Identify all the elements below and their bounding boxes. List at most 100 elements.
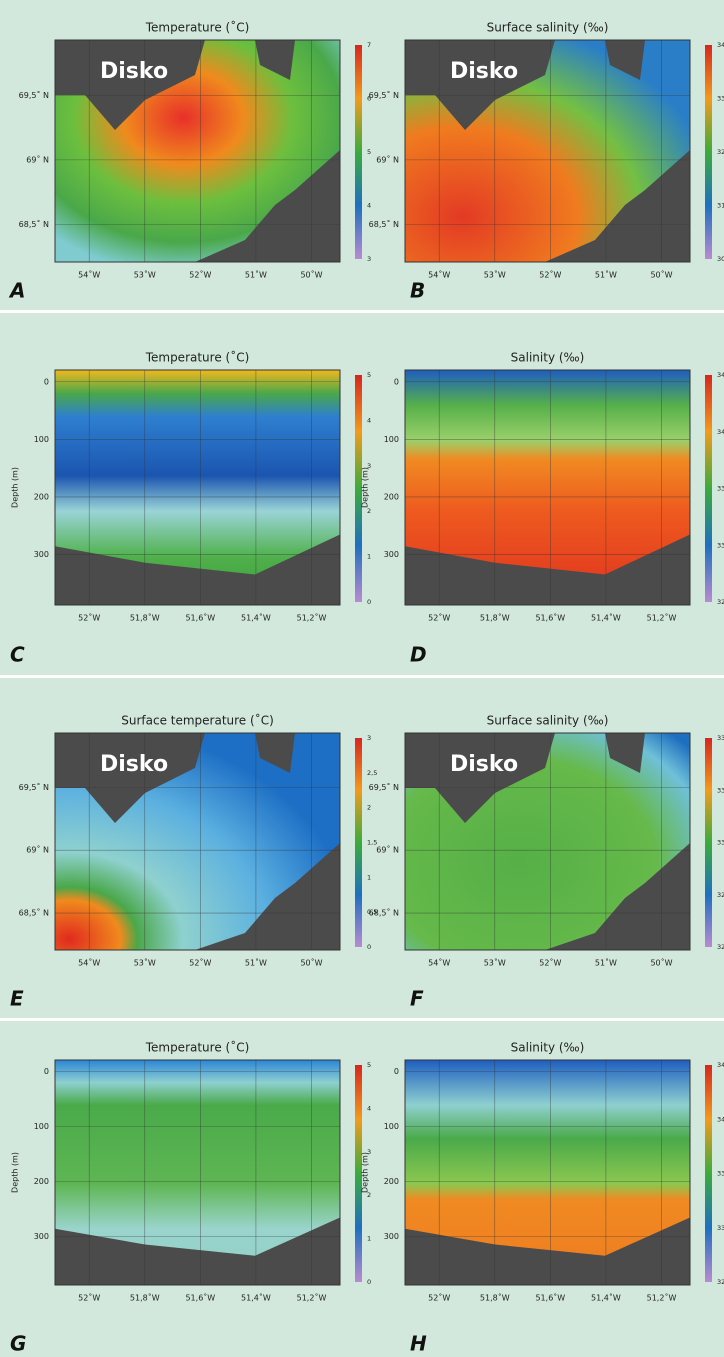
colorbar-tick-label: 4 [367, 202, 371, 210]
x-tick-label: 52˚W [189, 958, 211, 968]
colorbar [705, 738, 712, 947]
land [195, 843, 340, 950]
x-tick-label: 50˚W [300, 958, 322, 968]
x-tick-label: 50˚W [650, 270, 672, 280]
x-tick-label: 54˚W [428, 958, 450, 968]
panel-letter: E [10, 987, 24, 1011]
colorbar-tick-label: 3 [367, 255, 371, 263]
colorbar [705, 375, 712, 602]
y-axis-label: Depth (m) [11, 467, 20, 508]
y-axis-label: Depth (m) [11, 1152, 20, 1193]
x-tick-label: 51˚W [595, 958, 617, 968]
x-tick-label: 51,8˚W [130, 613, 160, 623]
panel-title: Surface salinity (‰) [487, 714, 609, 728]
y-axis-label: Depth (m) [361, 1152, 370, 1193]
colorbar-tick-label: 4 [367, 1104, 371, 1112]
x-tick-label: 51,2˚W [297, 613, 327, 623]
colorbar-tick-label: 5 [367, 148, 371, 156]
y-tick-label: 68,5˚ N [19, 908, 49, 918]
colorbar-tick-label: 2 [367, 507, 371, 515]
y-tick-label: 300 [34, 550, 49, 559]
x-tick-label: 52˚W [539, 958, 561, 968]
colorbar-tick-label: 0,5 [367, 908, 377, 916]
x-tick-label: 51˚W [245, 958, 267, 968]
colorbar-tick-label: 34 [717, 41, 724, 49]
panel-title: Surface salinity (‰) [487, 21, 609, 35]
x-tick-label: 51,8˚W [130, 1293, 160, 1303]
y-tick-label: 300 [384, 550, 399, 559]
colorbar-tick-label: 7 [367, 41, 371, 49]
land [55, 733, 205, 823]
colorbar-tick-label: 33,5 [717, 485, 724, 493]
colorbar-tick-label: 33,0 [717, 1224, 724, 1232]
plot-frame [404, 1059, 691, 1286]
land [195, 150, 340, 262]
land [255, 40, 295, 80]
y-tick-label: 0 [44, 1067, 49, 1076]
y-tick-label: 69,5˚ N [19, 782, 49, 792]
colorbar-tick-label: 33 [717, 95, 724, 103]
panel-letter: B [410, 279, 425, 303]
y-tick-label: 300 [384, 1232, 399, 1241]
colorbar-tick-label: 33,2 [717, 786, 724, 794]
colorbar-tick-label: 3 [367, 734, 371, 742]
land [545, 150, 690, 262]
x-tick-label: 53˚W [134, 270, 156, 280]
x-tick-label: 51,2˚W [647, 1293, 677, 1303]
x-tick-label: 51˚W [595, 270, 617, 280]
seafloor [405, 1217, 690, 1285]
colorbar-tick-label: 30 [717, 255, 724, 263]
seafloor [55, 534, 340, 605]
colorbar-tick-label: 0 [367, 598, 371, 606]
panel-title: Salinity (‰) [511, 351, 585, 365]
land [405, 40, 555, 130]
panel-letter: D [410, 643, 427, 667]
panel-title: Temperature (˚C) [145, 1040, 250, 1055]
colorbar-tick-label: 32,5 [717, 598, 724, 606]
y-tick-label: 200 [384, 1177, 399, 1186]
land [405, 733, 555, 823]
colorbar-tick-label: 33,5 [717, 1170, 724, 1178]
x-tick-label: 53˚W [134, 958, 156, 968]
x-tick-label: 50˚W [300, 270, 322, 280]
colorbar [355, 738, 362, 947]
panel-title: Salinity (‰) [511, 1041, 585, 1055]
x-tick-label: 54˚W [78, 270, 100, 280]
colorbar-tick-label: 0 [367, 1278, 371, 1286]
panel-letter: G [10, 1332, 26, 1356]
y-tick-label: 200 [34, 1177, 49, 1186]
colorbar-tick-label: 32 [717, 148, 724, 156]
plot-frame [54, 1059, 341, 1286]
colorbar [705, 1065, 712, 1282]
panel-letter: C [10, 643, 25, 667]
y-axis-label: Depth (m) [361, 467, 370, 508]
panel-title: Temperature (˚C) [145, 350, 250, 365]
colorbar-tick-label: 1 [367, 873, 371, 881]
plot-frame [54, 369, 341, 606]
y-tick-label: 100 [34, 1122, 49, 1131]
colorbar-tick-label: 32,5 [717, 1278, 724, 1286]
x-tick-label: 51,8˚W [480, 613, 510, 623]
colorbar-tick-label: 32,6 [717, 943, 724, 951]
panel-letter: F [410, 987, 424, 1011]
plot-frame [404, 369, 691, 606]
colorbar-tick-label: 3 [367, 1148, 371, 1156]
x-tick-label: 52˚W [428, 1293, 450, 1303]
x-tick-label: 51,2˚W [297, 1293, 327, 1303]
plot-frame [404, 732, 691, 951]
y-tick-label: 68,5˚ N [369, 219, 399, 229]
separator [0, 1018, 724, 1021]
x-tick-label: 51,4˚W [591, 1293, 621, 1303]
land [255, 733, 295, 773]
y-tick-label: 68,5˚ N [19, 219, 49, 229]
x-tick-label: 51˚W [245, 270, 267, 280]
y-tick-label: 100 [34, 435, 49, 444]
land [545, 843, 690, 950]
x-tick-label: 54˚W [78, 958, 100, 968]
seafloor [405, 534, 690, 605]
y-tick-label: 69,5˚ N [369, 782, 399, 792]
colorbar-tick-label: 33,4 [717, 734, 724, 742]
x-tick-label: 51,4˚W [591, 613, 621, 623]
y-tick-label: 100 [384, 1122, 399, 1131]
